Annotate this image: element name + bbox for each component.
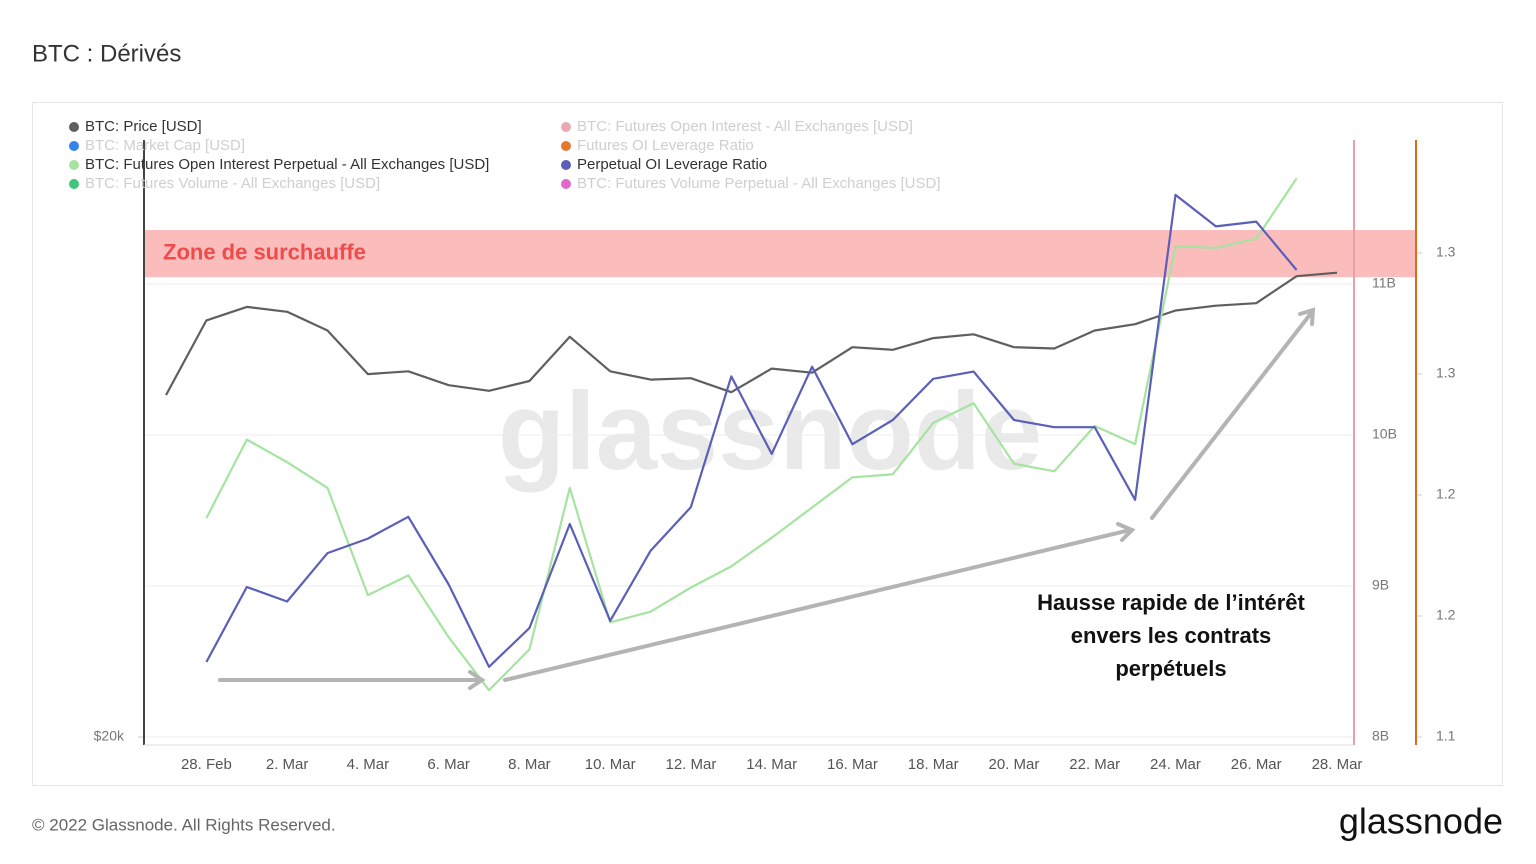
logo: glassnode [1339,801,1503,842]
x-tick-label: 2. Mar [266,756,309,773]
annotation-line: perpétuels [1115,656,1226,681]
legend-label: BTC: Futures Open Interest Perpetual - A… [85,156,489,173]
x-tick-label: 4. Mar [347,756,390,773]
legend-marker [561,160,571,170]
x-tick-label: 18. Mar [908,756,959,773]
x-tick-label: 26. Mar [1231,756,1282,773]
y2ticks-tick-label: 9B [1372,577,1389,593]
annotation-line: Hausse rapide de l’intérêt [1037,590,1305,615]
x-tick-label: 8. Mar [508,756,551,773]
legend-label: BTC: Futures Open Interest - All Exchang… [577,118,913,135]
arrow [218,670,486,690]
x-tick-label: 20. Mar [989,756,1040,773]
zone-label: Zone de surchauffe [163,239,366,264]
y2ticks-tick-label: 11B [1372,275,1396,291]
annotation-line: envers les contrats [1071,623,1272,648]
arrow [1150,307,1316,520]
x-tick-label: 24. Mar [1150,756,1201,773]
x-tick-label: 14. Mar [746,756,797,773]
legend-marker [69,122,79,132]
legend-marker [561,141,571,151]
annotation: Hausse rapide de l’intérêt envers les co… [1037,590,1305,681]
legend-marker [69,160,79,170]
legend-label: Perpetual OI Leverage Ratio [577,156,767,173]
watermark: glassnode [498,370,1042,493]
legend-marker [69,179,79,189]
x-tick-label: 28. Feb [181,756,232,773]
y3ticks-tick-label: 1.2 [1436,607,1456,623]
zone: Zone de surchauffe [145,230,1416,278]
x-tick-label: 16. Mar [827,756,878,773]
series-lines [165,177,1338,692]
legend-label: BTC: Futures Volume - All Exchanges [USD… [85,175,380,192]
legend-marker [69,141,79,151]
legend: BTC: Price [USD] BTC: Market Cap [USD] BTC… [69,118,941,192]
x-tick-label: 22. Mar [1069,756,1120,773]
y3ticks-tick-label: 1.1 [1436,728,1456,744]
overheat-zone [145,230,1416,278]
legend-label: Futures OI Leverage Ratio [577,137,754,154]
y3ticks-tick-label: 1.3 [1436,244,1456,260]
series-line [205,193,1298,668]
legend-label: BTC: Price [USD] [85,118,202,135]
arrow [503,522,1136,682]
x-tick-label: 28. Mar [1312,756,1363,773]
series-line [205,177,1298,692]
arrows [218,307,1316,690]
y3ticks-tick-label: 1.3 [1436,365,1456,381]
y3ticks-tick-label: 1.2 [1436,486,1456,502]
y2ticks-tick-label: 10B [1372,426,1397,442]
x-tick-label: 10. Mar [585,756,636,773]
legend-marker [561,122,571,132]
series-line [165,271,1338,396]
legend-marker [561,179,571,189]
legend-label: BTC: Market Cap [USD] [85,137,245,154]
chart-title: BTC : Dérivés [32,40,181,67]
yticks-tick-label: $20k [94,728,125,744]
x-tick-label: 6. Mar [427,756,470,773]
copyright: © 2022 Glassnode. All Rights Reserved. [32,815,336,834]
x-tick-label: 12. Mar [666,756,717,773]
y2ticks-tick-label: 8B [1372,728,1389,744]
legend-label: BTC: Futures Volume Perpetual - All Exch… [577,175,941,192]
